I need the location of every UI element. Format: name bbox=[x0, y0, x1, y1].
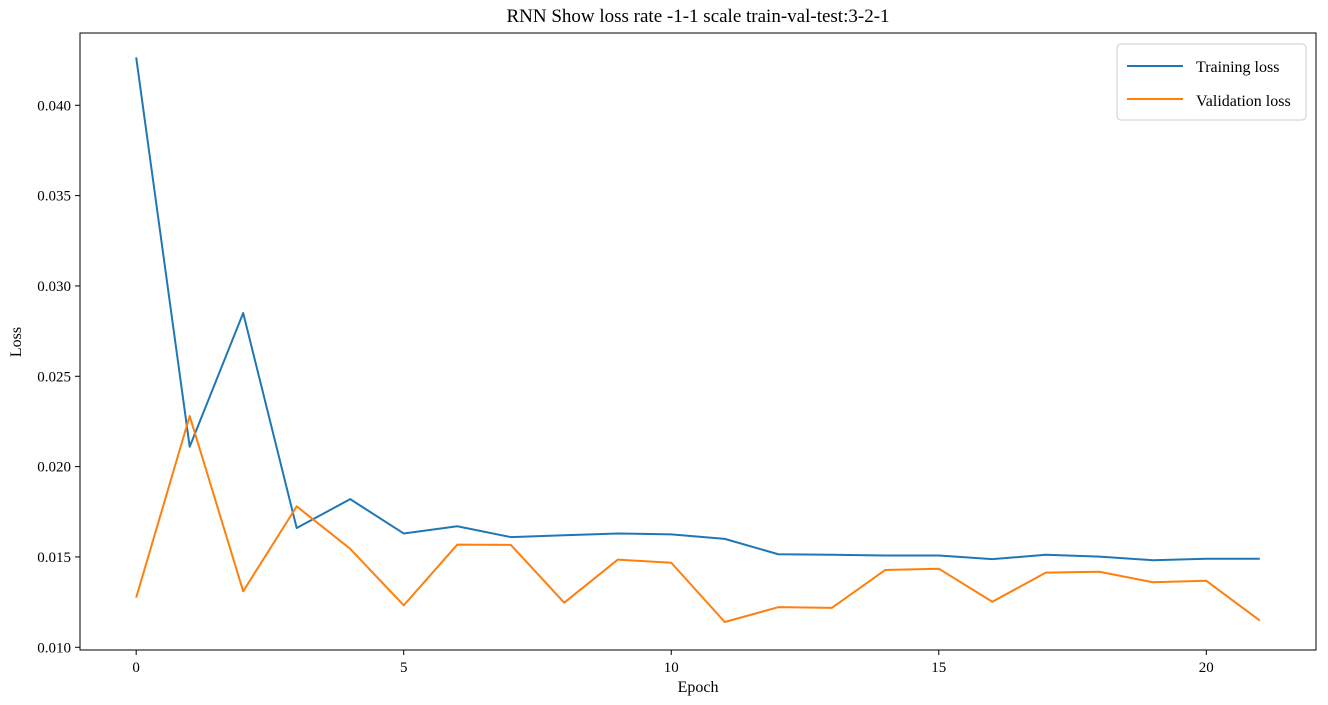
legend-box bbox=[1116, 43, 1307, 121]
legend-label-validation-loss: Validation loss bbox=[1196, 93, 1291, 110]
y-tick-label: 0.020 bbox=[37, 460, 71, 476]
x-tick-label: 20 bbox=[1199, 660, 1214, 676]
legend-label-training-loss: Training loss bbox=[1196, 59, 1279, 76]
y-tick-label: 0.040 bbox=[37, 98, 71, 114]
legend: Training loss Validation loss bbox=[1116, 43, 1307, 121]
series-line-validation-loss bbox=[135, 415, 1261, 623]
x-axis: 0 5 10 15 20 bbox=[132, 650, 1214, 676]
plot-area-frame bbox=[79, 32, 1317, 651]
y-tick-label: 0.010 bbox=[37, 640, 71, 656]
y-tick-label: 0.030 bbox=[37, 279, 71, 295]
x-tick-label: 0 bbox=[132, 660, 140, 676]
y-axis: 0.010 0.015 0.020 0.025 0.030 0.035 0.040 bbox=[37, 98, 80, 656]
series-lines bbox=[135, 57, 1261, 623]
x-tick-label: 5 bbox=[400, 660, 408, 676]
x-tick-label: 10 bbox=[664, 660, 679, 676]
x-axis-label: Epoch bbox=[678, 679, 719, 696]
series-line-training-loss bbox=[135, 57, 1260, 562]
x-tick-label: 15 bbox=[931, 660, 946, 676]
y-tick-label: 0.015 bbox=[37, 550, 71, 566]
y-tick-label: 0.025 bbox=[37, 369, 71, 385]
chart-title: RNN Show loss rate -1-1 scale train-val-… bbox=[506, 6, 889, 27]
y-tick-label: 0.035 bbox=[37, 189, 71, 205]
y-axis-label: Loss bbox=[8, 327, 25, 357]
